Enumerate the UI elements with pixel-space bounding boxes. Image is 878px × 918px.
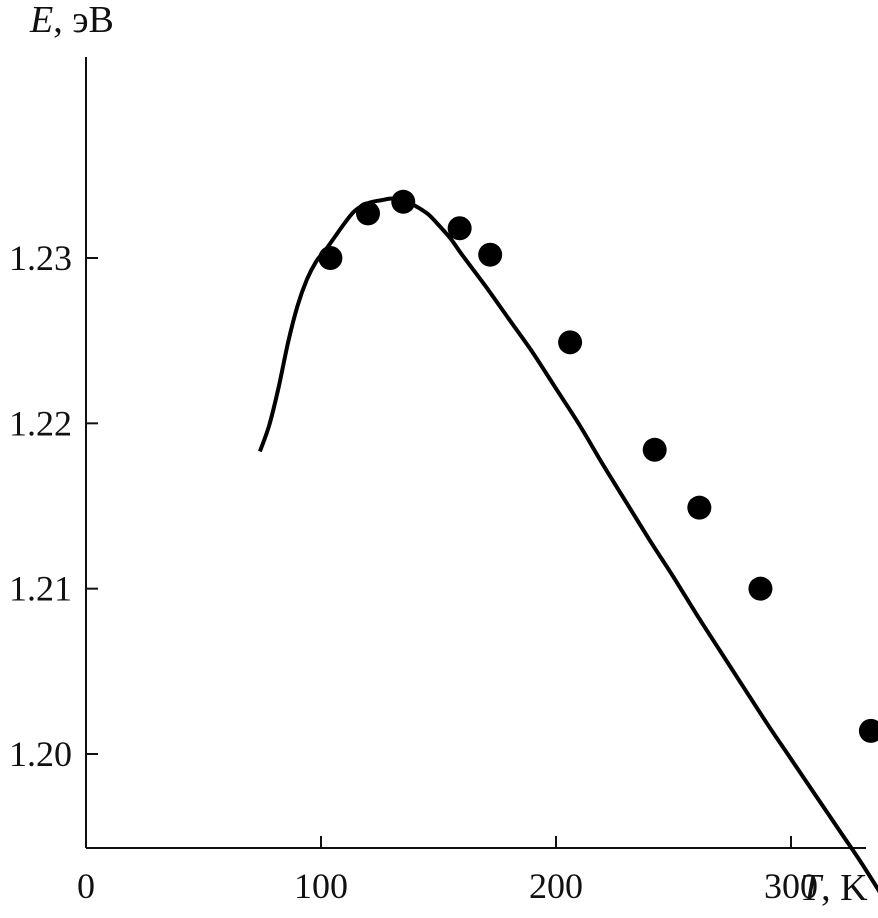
ticks [86, 257, 792, 848]
data-point [391, 189, 416, 214]
y-tick-label: 1.20 [9, 734, 72, 774]
y-axis-unit: , эВ [53, 0, 114, 41]
data-point [447, 216, 472, 241]
x-axis-unit: , K [821, 867, 868, 909]
x-tick-label: 0 [77, 866, 95, 906]
energy-curve-line [258, 196, 878, 893]
x-axis-title: T, K [800, 867, 868, 909]
y-tick-label: 1.23 [9, 238, 72, 278]
x-tick-label: 100 [294, 866, 348, 906]
data-point [748, 576, 773, 601]
tick-labels: 0 100 200 300 1.20 1.21 1.22 1.23 [9, 238, 818, 906]
x-tick-label: 300 [764, 866, 818, 906]
data-point [356, 201, 380, 226]
x-tick-label: 200 [529, 866, 583, 906]
y-axis-variable: E [29, 0, 53, 41]
data-points [318, 189, 878, 743]
data-point [687, 495, 712, 520]
y-tick-label: 1.22 [9, 403, 72, 443]
data-point [478, 242, 503, 267]
y-axis-title: E, эВ [29, 0, 114, 41]
y-tick-label: 1.21 [9, 569, 72, 609]
x-axis-variable: T [800, 867, 824, 909]
data-point [318, 246, 343, 270]
data-point [858, 718, 878, 743]
axes [85, 57, 866, 849]
data-point [558, 330, 583, 355]
data-point [642, 437, 667, 462]
